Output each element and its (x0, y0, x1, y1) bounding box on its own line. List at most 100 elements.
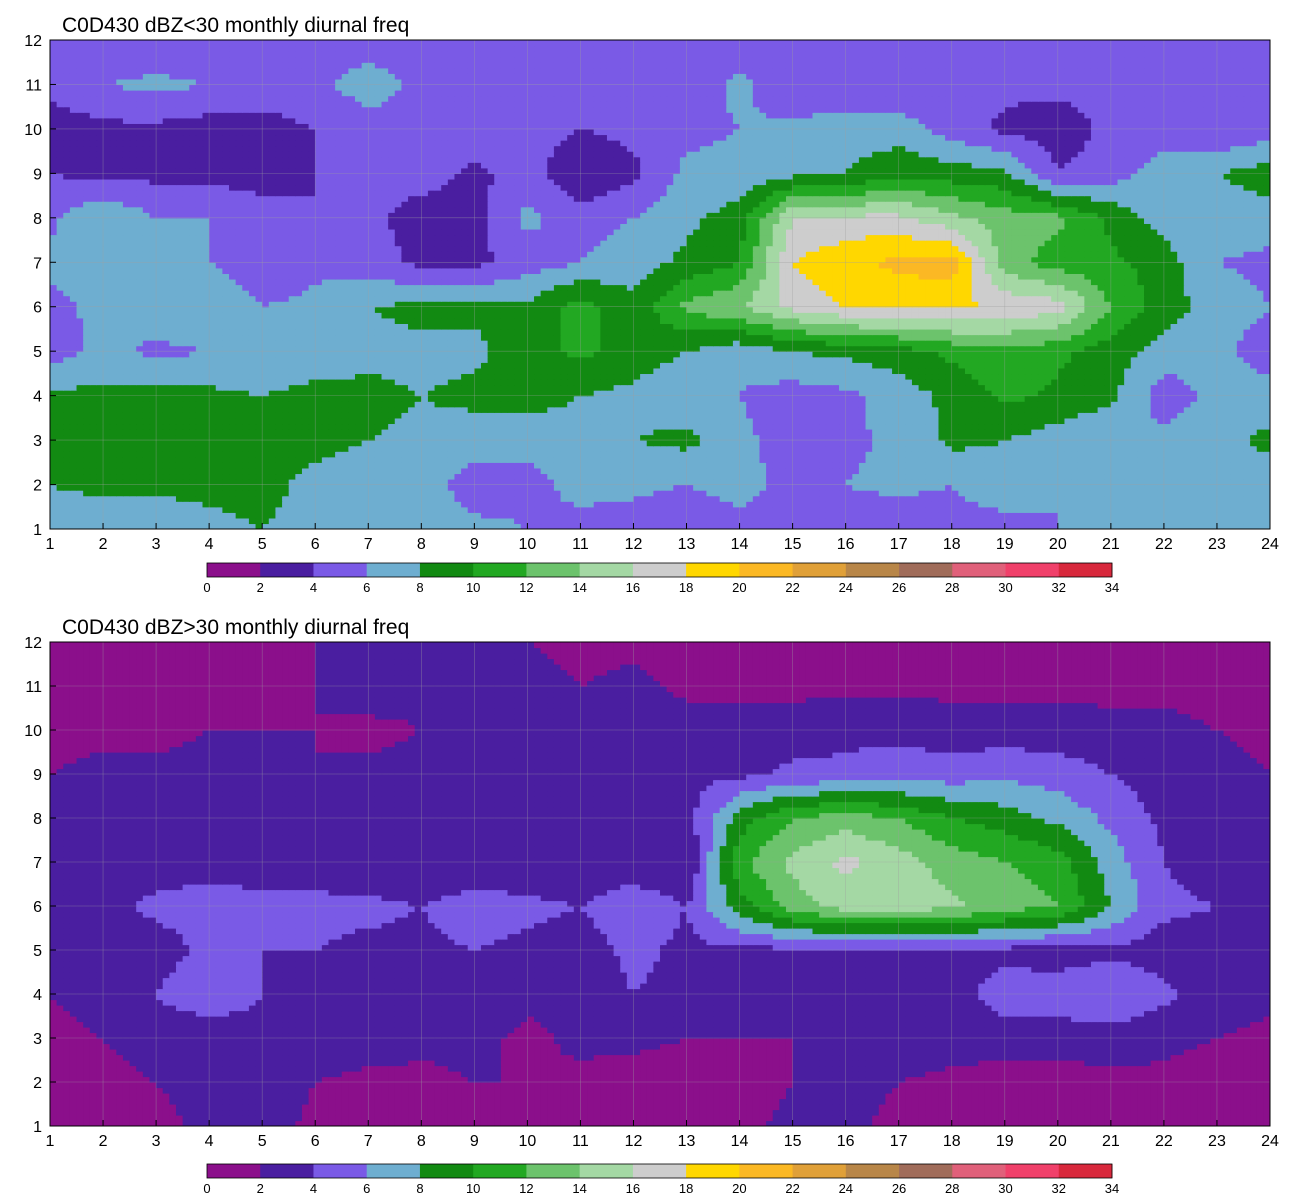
contour-cell (116, 412, 124, 419)
contour-cell (759, 451, 767, 458)
contour-cell (96, 445, 104, 452)
contour-cell (732, 406, 741, 413)
contour-cell (1263, 406, 1270, 413)
contour-cell (149, 484, 157, 491)
contour-cell (109, 373, 117, 380)
contour-cell (315, 462, 323, 469)
contour-cell (520, 401, 528, 408)
contour-cell (149, 384, 157, 391)
contour-cell (427, 445, 436, 452)
contour-cell (321, 390, 330, 397)
contour-cell (129, 428, 137, 436)
contour-cell (1097, 445, 1105, 452)
contour-cell (189, 356, 197, 363)
contour-cell (805, 395, 814, 402)
contour-cell (368, 417, 376, 425)
contour-cell (1051, 401, 1059, 408)
contour-cell (905, 495, 913, 502)
contour-cell (242, 495, 250, 502)
contour-cell (461, 456, 469, 463)
contour-cell (1230, 434, 1238, 441)
contour-cell (746, 512, 754, 519)
contour-cell (1130, 423, 1138, 430)
contour-cell (175, 373, 184, 380)
contour-cell (885, 473, 893, 480)
contour-cell (1130, 428, 1138, 436)
contour-cell (454, 473, 462, 480)
contour-cell (878, 478, 887, 486)
contour-cell (83, 351, 91, 358)
contour-cell (732, 417, 741, 425)
contour-cell (1057, 478, 1066, 486)
contour-cell (587, 506, 595, 513)
contour-cell (679, 467, 688, 475)
contour-cell (288, 484, 296, 491)
contour-cell (825, 417, 833, 425)
contour-cell (487, 401, 495, 408)
contour-cell (169, 395, 177, 402)
contour-cell (567, 517, 575, 525)
contour-cell (1004, 467, 1013, 475)
contour-cell (282, 490, 290, 497)
contour-cell (653, 451, 661, 458)
contour-cell (799, 490, 807, 497)
contour-cell (215, 356, 223, 363)
contour-cell (679, 445, 688, 452)
contour-cell (1250, 467, 1258, 475)
contour-cell (925, 495, 933, 502)
contour-cell (162, 417, 170, 425)
contour-cell (1024, 395, 1032, 402)
contour-cell (666, 490, 674, 497)
contour-cell (1197, 517, 1205, 525)
contour-cell (679, 478, 688, 486)
contour-cell (1024, 512, 1032, 519)
contour-cell (825, 445, 833, 452)
contour-cell (746, 445, 754, 452)
contour-cell (215, 351, 223, 358)
contour-cell (335, 506, 343, 513)
contour-cell (454, 395, 462, 402)
contour-cell (752, 506, 761, 513)
contour-cell (427, 506, 436, 513)
contour-cell (50, 506, 58, 513)
contour-cell (1064, 462, 1072, 469)
contour-cell (374, 417, 383, 425)
contour-cell (766, 456, 774, 463)
contour-cell (1011, 473, 1019, 480)
contour-cell (1190, 478, 1198, 486)
contour-cell (885, 423, 893, 430)
contour-cell (248, 378, 257, 386)
contour-cell (69, 484, 78, 491)
contour-cell (96, 451, 104, 458)
contour-cell (461, 445, 469, 452)
contour-cell (103, 373, 111, 380)
contour-cell (374, 495, 383, 502)
contour-cell (633, 395, 641, 402)
contour-cell (202, 517, 210, 525)
contour-cell (805, 451, 814, 458)
contour-cell (89, 351, 98, 358)
contour-cell (1137, 462, 1145, 469)
contour-cell (825, 478, 833, 486)
contour-cell (1104, 523, 1112, 529)
contour-cell (600, 478, 608, 486)
contour-cell (1263, 401, 1270, 408)
contour-cell (1243, 506, 1251, 513)
contour-cell (129, 501, 137, 508)
contour-cell (328, 451, 336, 458)
contour-cell (434, 456, 442, 463)
contour-cell (1256, 423, 1264, 430)
contour-cell (1144, 484, 1152, 491)
contour-cell (1044, 484, 1052, 491)
contour-cell (175, 406, 184, 413)
contour-cell (262, 362, 270, 369)
contour-cell (175, 428, 184, 436)
contour-cell (872, 462, 880, 469)
contour-cell (235, 512, 243, 519)
contour-cell (355, 517, 363, 525)
contour-cell (487, 517, 495, 525)
contour-cell (1104, 434, 1112, 441)
contour-cell (427, 512, 436, 519)
contour-cell (1177, 517, 1185, 525)
contour-cell (255, 517, 263, 525)
